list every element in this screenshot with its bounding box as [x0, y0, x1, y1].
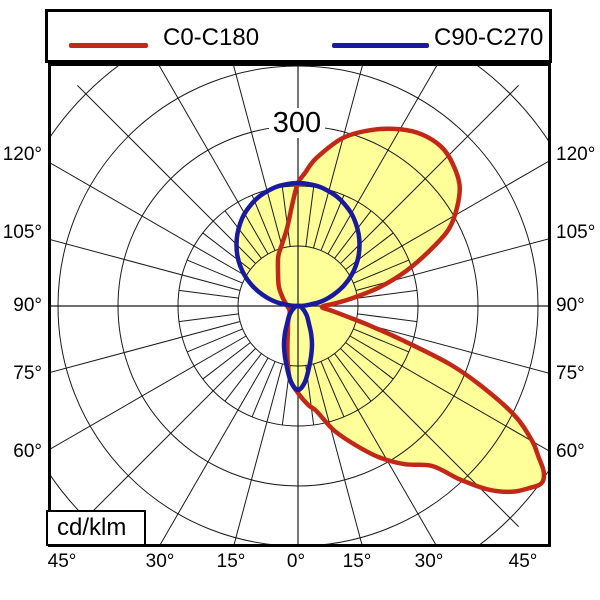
grid-ray-300 [48, 335, 247, 451]
grid-minor-ray [178, 289, 239, 299]
legend-line-c0-c180 [69, 43, 148, 48]
angle-label-right-105°: 105° [556, 222, 596, 243]
angle-label-bottom-5: 30° [414, 551, 444, 572]
grid-minor-ray [178, 313, 239, 323]
grid-minor-ray [320, 194, 345, 251]
grid-ray-225 [77, 85, 256, 264]
grid-ray-150 [327, 64, 439, 255]
grid-minor-ray [202, 232, 251, 270]
angle-label-left-120°: 120° [2, 144, 42, 165]
angle-label-left-90°: 90° [13, 295, 42, 316]
grid-minor-ray [357, 313, 418, 323]
angle-label-bottom-4: 15° [342, 551, 372, 572]
grid-ray-45 [340, 348, 519, 527]
grid-ray-195 [232, 64, 283, 249]
grid-ray-15 [313, 363, 363, 546]
grid-minor-ray [251, 194, 276, 251]
angle-label-bottom-2: 15° [216, 551, 246, 572]
grid-ray-120 [349, 159, 551, 277]
grid-minor-ray [357, 289, 418, 299]
grid-minor-ray [202, 342, 251, 380]
grid-ray-210 [157, 64, 269, 255]
unit-box: cd/klm [46, 510, 146, 546]
grid-minor-ray [334, 210, 372, 259]
unit-label: cd/klm [57, 514, 127, 541]
ring-value-label: 300 [269, 108, 325, 138]
curve-c90-c270-upper [234, 180, 362, 309]
grid-ray-285 [48, 321, 241, 374]
curve-c90-c270-lower [281, 303, 315, 393]
grid-ray-315 [77, 348, 256, 527]
grid-minor-ray [353, 328, 410, 353]
grid-ray-135 [340, 85, 519, 264]
angle-label-right-75°: 75° [556, 363, 585, 384]
angle-label-bottom-1: 30° [145, 551, 175, 572]
legend-line-c90-c270 [332, 43, 429, 48]
grid-minor-ray [186, 259, 243, 284]
grid-minor-ray [320, 361, 345, 418]
grid-ray-30 [327, 357, 438, 546]
legend-label-c90-c270: C90-C270 [434, 24, 544, 51]
grid-ray-330 [158, 357, 269, 546]
angle-label-bottom-0: 45° [47, 551, 77, 572]
grid-minor-ray [345, 232, 394, 270]
grid-minor-ray [334, 353, 372, 402]
grid-ray-345 [233, 363, 283, 546]
angle-label-bottom-6: 45° [508, 551, 538, 572]
angle-label-left-60°: 60° [13, 441, 42, 462]
grid-minor-ray [281, 186, 291, 247]
grid-minor-ray [251, 361, 276, 418]
chart-border [48, 63, 551, 547]
grid-ray-240 [48, 161, 247, 277]
grid-ray-255 [48, 238, 241, 291]
angle-label-right-60°: 60° [556, 441, 585, 462]
grid-minor-ray [345, 342, 394, 380]
grid-ray-165 [313, 64, 364, 249]
intensity-curves [234, 126, 547, 495]
grid-minor-ray [353, 259, 410, 284]
angle-label-left-105°: 105° [2, 222, 42, 243]
grid-ray-75 [355, 321, 551, 375]
grid-minor-ray [186, 328, 243, 353]
curve-c0-c180 [275, 126, 547, 495]
legend: C0-C180 C90-C270 [45, 9, 552, 63]
grid-minor-ray [224, 353, 262, 402]
angle-label-right-90°: 90° [556, 295, 585, 316]
angle-label-bottom-3: 0° [286, 551, 306, 572]
angle-label-right-120°: 120° [556, 144, 596, 165]
grid-minor-ray [224, 210, 262, 259]
angle-label-left-75°: 75° [13, 363, 42, 384]
legend-label-c0-c180: C0-C180 [163, 24, 260, 51]
grid-minor-ray [305, 186, 315, 247]
